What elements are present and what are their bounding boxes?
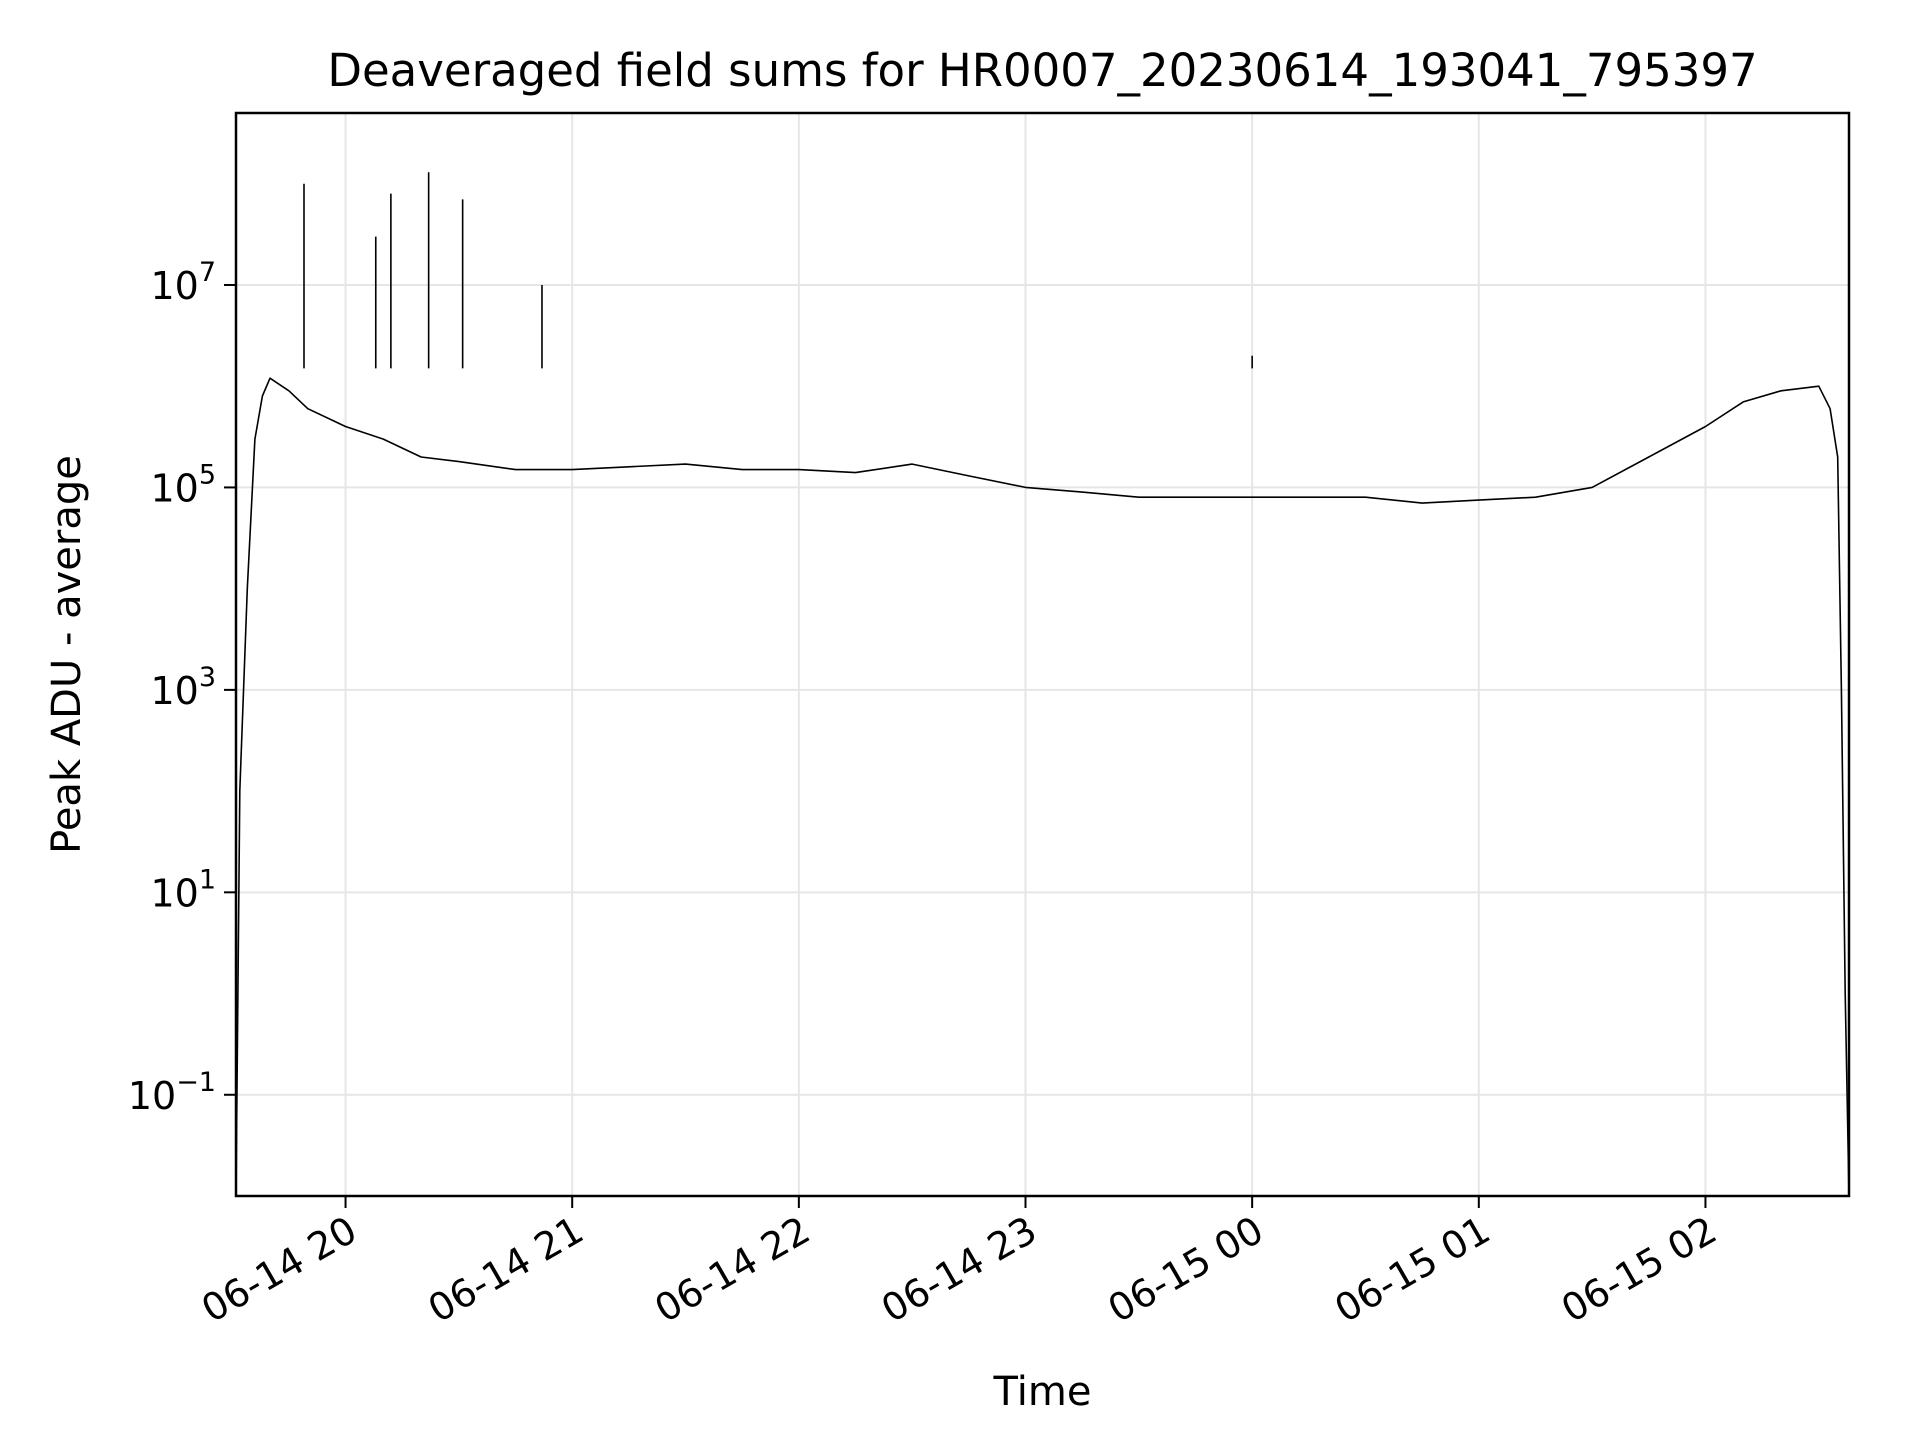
chart-title: Deaveraged field sums for HR0007_2023061… [327,44,1757,97]
y-tick-label: 107 [150,257,216,308]
series-line [235,172,1850,1197]
y-tick-label: 105 [150,459,216,510]
plot-frame [234,111,1851,1198]
grid [236,113,1849,1196]
y-tick-label: 10−1 [128,1067,216,1118]
series-line-path [235,377,1850,1197]
x-axis-label: Time [993,1369,1092,1415]
y-axis-label: Peak ADU - average [44,455,90,854]
